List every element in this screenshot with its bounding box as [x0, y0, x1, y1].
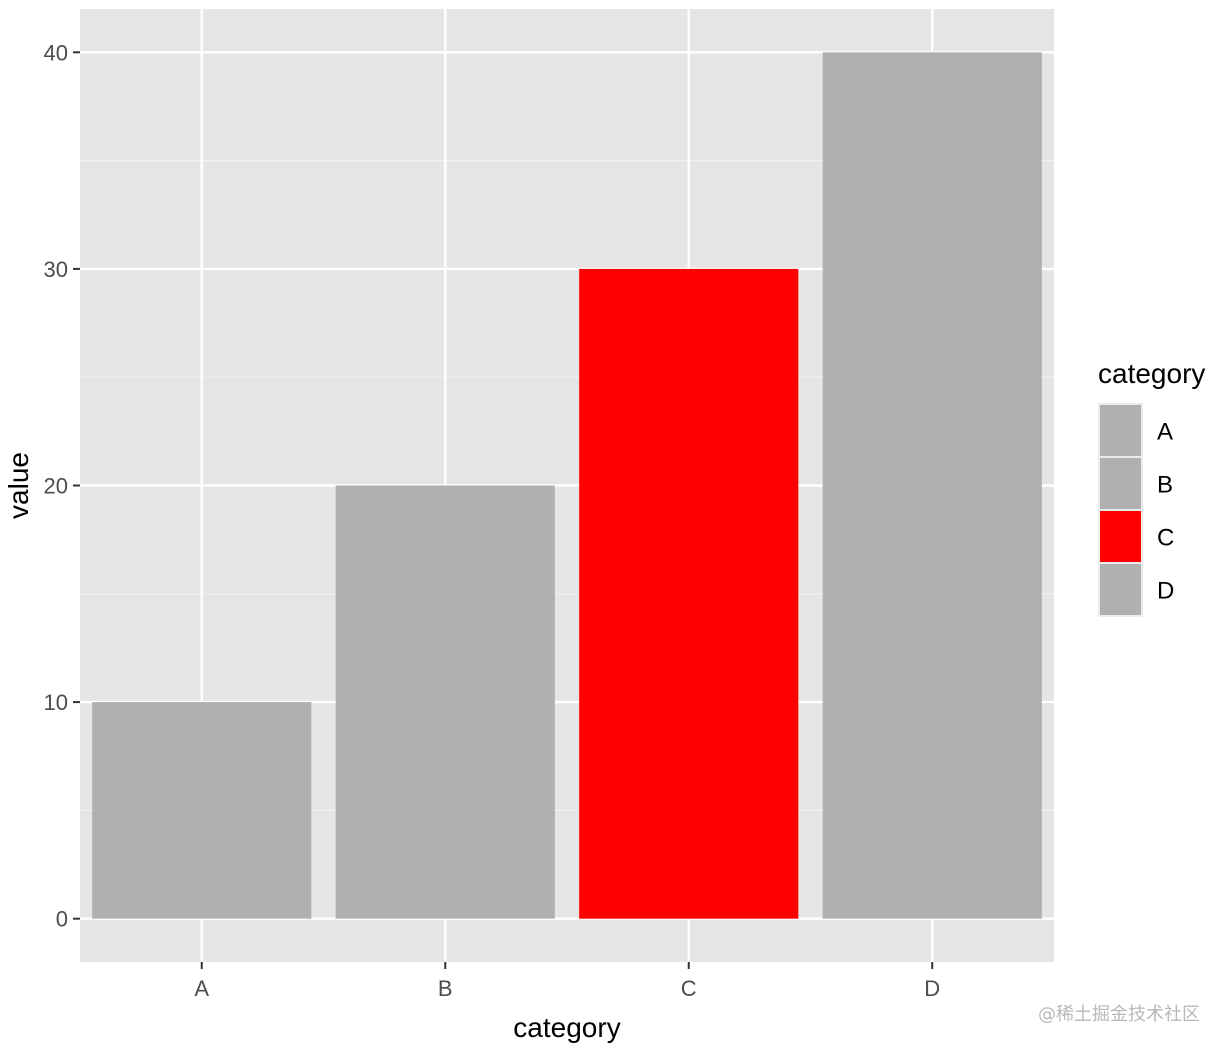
- legend-key-a: [1098, 403, 1143, 458]
- legend-label: A: [1157, 419, 1173, 446]
- x-axis-title: category: [513, 1012, 620, 1043]
- bar-a: [92, 702, 312, 919]
- legend-title: category: [1098, 358, 1205, 389]
- y-tick-label: 10: [44, 690, 68, 715]
- x-tick-label: A: [194, 976, 209, 1001]
- x-tick-label: D: [924, 976, 940, 1001]
- bar-c: [579, 268, 799, 919]
- bar-b: [335, 485, 555, 919]
- watermark: @稀土掘金技术社区: [1038, 1004, 1200, 1025]
- y-tick-label: 0: [56, 907, 68, 932]
- y-axis: 0 10 20 30 40: [44, 40, 80, 932]
- x-tick-label: C: [681, 976, 697, 1001]
- y-axis-title: value: [3, 452, 34, 519]
- legend-key-b: [1098, 456, 1143, 511]
- y-tick-label: 30: [44, 257, 68, 282]
- bar-d: [822, 52, 1042, 919]
- y-tick-label: 40: [44, 40, 68, 65]
- legend-key-d: [1098, 562, 1143, 617]
- legend-label: B: [1157, 472, 1173, 499]
- legend-label: D: [1157, 578, 1174, 605]
- y-tick-label: 20: [44, 474, 68, 499]
- bars: [92, 52, 1042, 919]
- legend-label: C: [1157, 525, 1174, 552]
- x-tick-label: B: [438, 976, 453, 1001]
- x-axis: A B C D: [194, 962, 940, 1001]
- legend-key-c: [1098, 509, 1143, 564]
